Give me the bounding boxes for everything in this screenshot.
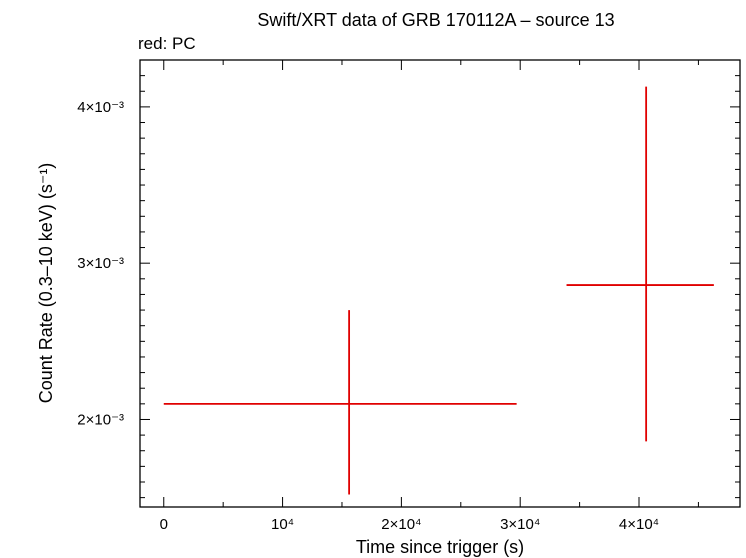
data-point xyxy=(163,310,517,495)
x-tick-label: 0 xyxy=(160,516,168,533)
y-tick-label: 4×10⁻³ xyxy=(77,99,124,116)
data-point xyxy=(566,86,714,442)
x-tick-label: 2×10⁴ xyxy=(381,516,421,533)
plot-frame xyxy=(139,59,741,508)
x-axis-label: Time since trigger (s) xyxy=(356,537,524,557)
data-points xyxy=(163,86,714,495)
x-tick-label: 3×10⁴ xyxy=(500,516,540,533)
y-axis: 2×10⁻³ 3×10⁻³ 4×10⁻³ xyxy=(77,59,740,499)
x-axis: 0 10⁴ 2×10⁴ 3×10⁴ 4×10⁴ xyxy=(160,60,699,533)
y-tick-label: 3×10⁻³ xyxy=(77,255,124,272)
y-tick-label: 2×10⁻³ xyxy=(77,411,124,428)
x-tick-label: 4×10⁴ xyxy=(619,516,659,533)
x-tick-label: 10⁴ xyxy=(271,516,294,533)
chart-subtitle: red: PC xyxy=(138,34,196,53)
chart-title: Swift/XRT data of GRB 170112A – source 1… xyxy=(257,10,614,30)
y-axis-label: Count Rate (0.3–10 keV) (s⁻¹) xyxy=(36,163,56,404)
